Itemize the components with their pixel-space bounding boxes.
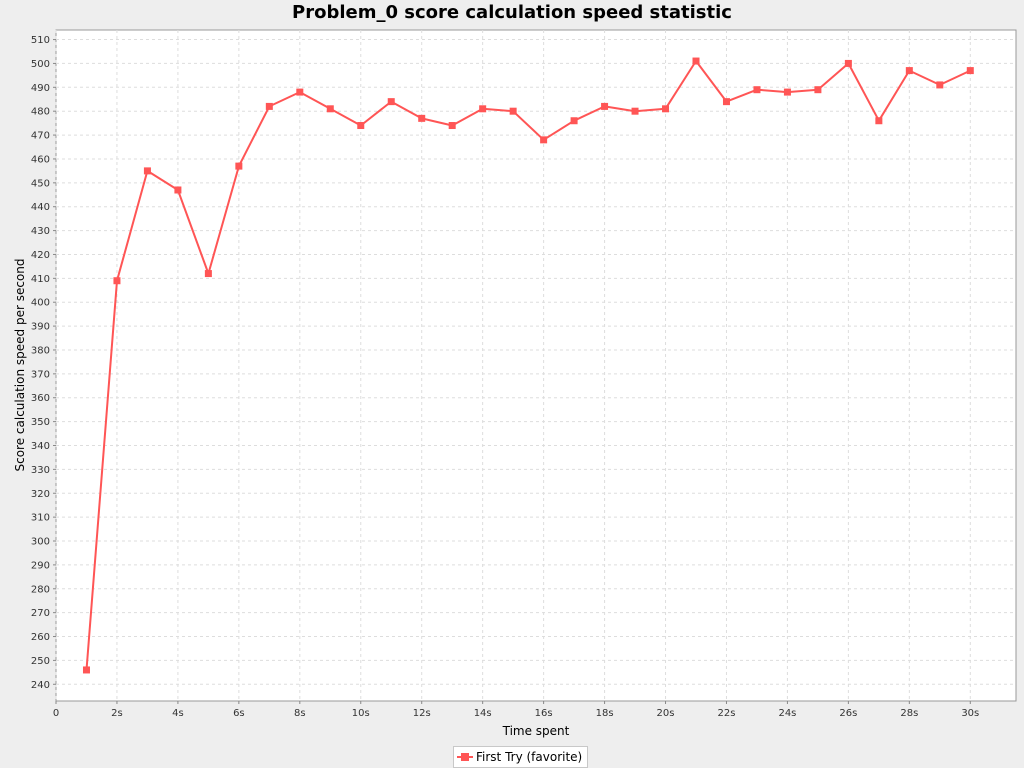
y-tick-label: 500 <box>31 59 50 70</box>
data-point <box>357 122 365 130</box>
data-point <box>204 270 212 278</box>
y-tick-label: 250 <box>31 656 50 667</box>
y-tick-label: 280 <box>31 584 50 595</box>
series-line <box>85 60 971 671</box>
data-point <box>143 167 151 175</box>
plot-area <box>55 29 1017 702</box>
data-point <box>966 67 974 75</box>
data-point <box>326 105 334 113</box>
y-tick-label: 320 <box>31 489 50 500</box>
x-tick-label: 26s <box>839 708 857 719</box>
data-point <box>265 102 273 110</box>
data-point <box>814 86 822 94</box>
grid-lines <box>55 30 1016 701</box>
legend-marker <box>457 752 473 762</box>
y-tick-label: 480 <box>31 107 50 118</box>
y-tick-label: 510 <box>31 35 50 46</box>
y-tick-label: 310 <box>31 513 50 524</box>
y-tick-label: 470 <box>31 131 50 142</box>
data-point <box>570 117 578 125</box>
x-tick-label: 6s <box>233 708 245 719</box>
y-tick-label: 460 <box>31 154 50 165</box>
x-tick-label: 4s <box>172 708 184 719</box>
data-point <box>296 88 304 96</box>
y-tick-label: 450 <box>31 178 50 189</box>
chart-title: Problem_0 score calculation speed statis… <box>292 2 732 23</box>
data-point <box>722 98 730 106</box>
legend-label: First Try (favorite) <box>476 750 583 764</box>
y-axis: 240 250 260 270 280 290 300 310 320 330 340 350 360 3… <box>31 35 56 691</box>
data-point <box>387 98 395 106</box>
data-point <box>662 105 670 113</box>
y-tick-label: 330 <box>31 465 50 476</box>
data-point <box>448 122 456 130</box>
y-tick-label: 240 <box>31 680 50 691</box>
y-tick-label: 410 <box>31 274 50 285</box>
data-point <box>783 88 791 96</box>
y-tick-label: 440 <box>31 202 50 213</box>
y-tick-label: 430 <box>31 226 50 237</box>
series-layer <box>82 57 974 674</box>
y-tick-label: 360 <box>31 393 50 404</box>
y-tick-label: 420 <box>31 250 50 261</box>
data-point <box>540 136 548 144</box>
y-tick-label: 380 <box>31 345 50 356</box>
data-point <box>875 117 883 125</box>
data-point <box>692 57 700 65</box>
x-tick-label: 8s <box>294 708 306 719</box>
data-point <box>936 81 944 89</box>
x-tick-label: 2s <box>111 708 123 719</box>
data-point <box>235 162 243 170</box>
legend: First Try (favorite) <box>453 746 589 768</box>
x-tick-label: 16s <box>535 708 553 719</box>
y-tick-label: 260 <box>31 632 50 643</box>
data-point <box>753 86 761 94</box>
data-point <box>82 666 90 674</box>
data-point <box>174 186 182 194</box>
data-point <box>418 114 426 122</box>
y-tick-label: 350 <box>31 417 50 428</box>
y-tick-label: 340 <box>31 441 50 452</box>
data-point <box>631 107 639 115</box>
data-point <box>844 59 852 67</box>
y-tick-label: 270 <box>31 608 50 619</box>
x-tick-label: 22s <box>718 708 736 719</box>
data-point <box>509 107 517 115</box>
data-point <box>905 67 913 75</box>
data-point <box>113 277 121 285</box>
x-tick-label: 20s <box>657 708 675 719</box>
x-tick-label: 10s <box>352 708 370 719</box>
x-tick-label: 28s <box>900 708 918 719</box>
y-tick-label: 400 <box>31 298 50 309</box>
x-tick-label: 24s <box>778 708 796 719</box>
y-axis-title: Score calculation speed per second <box>13 258 27 471</box>
x-axis-title: Time spent <box>502 724 570 738</box>
y-tick-label: 290 <box>31 560 50 571</box>
x-tick-label: 30s <box>961 708 979 719</box>
x-tick-label: 0 <box>53 708 59 719</box>
x-tick-label: 12s <box>413 708 431 719</box>
data-point <box>601 102 609 110</box>
y-tick-label: 490 <box>31 83 50 94</box>
x-tick-label: 18s <box>596 708 614 719</box>
x-axis: 0 2s 4s 6s 8s 10s 12s 14s 16s 18s 20s 22s 24s 26s 28s 3… <box>53 701 979 719</box>
y-tick-label: 300 <box>31 537 50 548</box>
data-point <box>479 105 487 113</box>
y-tick-label: 390 <box>31 322 50 333</box>
x-tick-label: 14s <box>474 708 492 719</box>
y-tick-label: 370 <box>31 369 50 380</box>
